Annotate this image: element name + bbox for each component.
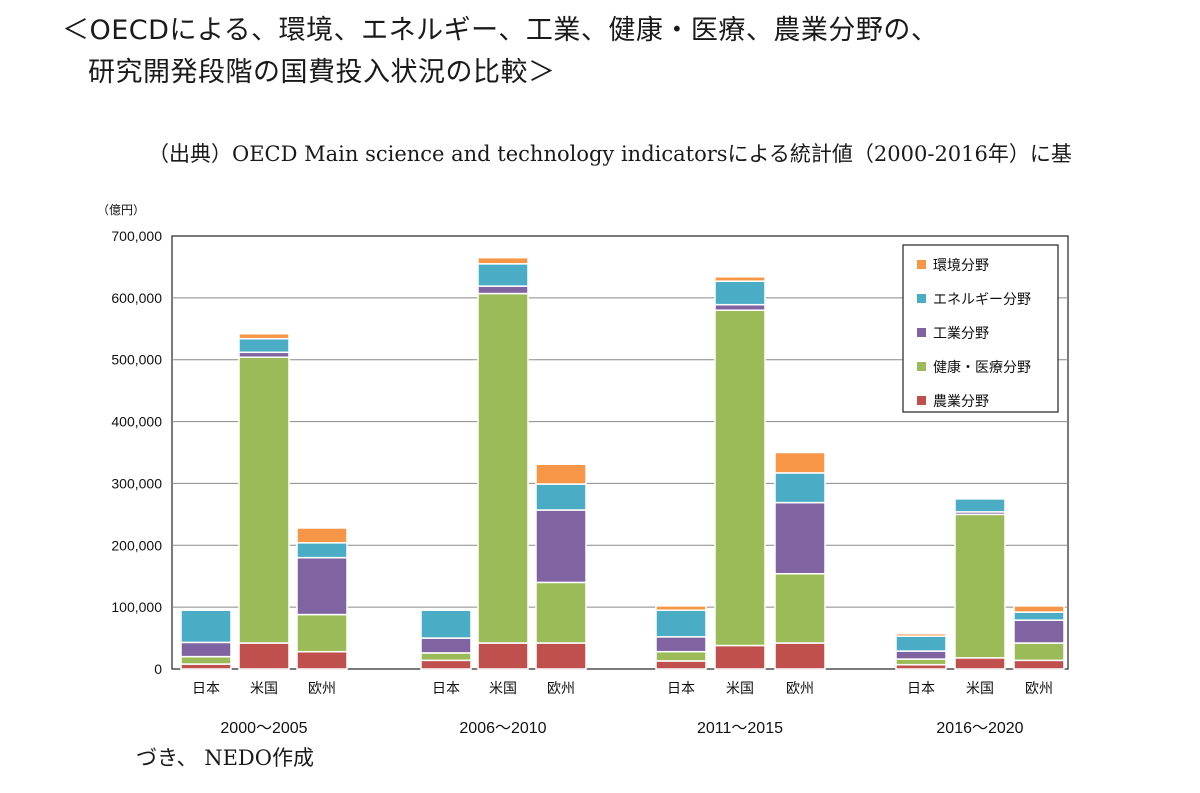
bar-segment-environment [296,527,348,544]
bar-segment-agriculture [714,644,766,670]
plot-area [171,235,1069,670]
y-axis-unit-label: （億円） [97,203,145,217]
y-tick-label: 200,000 [111,537,162,553]
x-category-label: 日本 [907,680,935,696]
bar-segment-health [774,572,826,644]
legend-label-industry: 工業分野 [933,325,989,341]
bar-segment-energy [477,263,529,287]
chart-title-line1: ＜OECDによる、環境、エネルギー、工業、健康・医療、農業分野の、 [62,15,939,46]
x-group-label: 2000～2005 [220,720,307,737]
bar-segment-energy [296,542,348,559]
y-tick-label: 700,000 [111,228,162,244]
y-tick-label: 300,000 [111,475,162,491]
x-category-label: 欧州 [1025,680,1053,696]
y-tick-label: 400,000 [111,414,162,430]
bar-segment-environment [714,276,766,282]
bar-segment-agriculture [774,642,826,670]
bar-segment-energy [535,483,587,511]
x-category-label: 欧州 [547,680,575,696]
bar-segment-environment [774,451,826,474]
x-category-label: 日本 [667,680,695,696]
bar-segment-environment [477,256,529,265]
x-category-label: 欧州 [308,680,336,696]
x-group-label: 2016～2020 [936,720,1023,737]
chart-title-line2: 研究開発段階の国費投入状況の比較＞ [88,57,556,88]
bar-segment-energy [954,498,1006,513]
bar-segment-agriculture [655,660,707,670]
bar-segment-health [296,613,348,653]
bar-segment-environment [655,605,707,611]
bar-segment-environment [895,632,947,637]
bar-segment-industry [774,501,826,575]
y-tick-label: 600,000 [111,290,162,306]
x-category-label: 日本 [432,680,460,696]
bar-segment-health [238,356,290,644]
bar-segment-agriculture [296,650,348,670]
x-category-label: 米国 [726,680,754,696]
bar-segment-agriculture [954,657,1006,670]
bar-segment-agriculture [477,642,529,670]
x-category-label: 日本 [192,680,220,696]
bar-segment-health [954,513,1006,659]
bar-segment-industry [296,556,348,616]
x-category-label: 米国 [250,680,278,696]
x-group-label: 2006～2010 [459,720,546,737]
bar-segment-industry [420,637,472,654]
bar-segment-health [1013,642,1065,662]
bar-segment-agriculture [1013,659,1065,670]
bar-segment-industry [535,509,587,584]
legend-swatch-environment [917,260,926,269]
x-category-label: 米国 [489,680,517,696]
bar-segment-energy [714,280,766,306]
bar-segment-agriculture [238,642,290,670]
bar-segment-energy [655,609,707,638]
bar-segment-energy [895,635,947,652]
footer-note: づき、 NEDO作成 [136,746,314,770]
legend-swatch-industry [917,328,926,337]
bar-segment-industry [180,641,232,658]
bar-segment-health [895,658,947,666]
legend-label-environment: 環境分野 [933,257,989,273]
bar-segment-energy [420,609,472,639]
bar-segment-energy [1013,611,1065,621]
legend-swatch-health [917,362,926,371]
bar-segment-energy [238,337,290,354]
bar-segment-industry [655,636,707,653]
bar-segment-industry [714,303,766,311]
bar-segment-agriculture [535,642,587,670]
source-note: （出典）OECD Main science and technology ind… [148,142,1072,166]
legend-label-energy: エネルギー分野 [933,291,1031,307]
bar-segment-industry [477,285,529,295]
y-tick-label: 500,000 [111,352,162,368]
bar-segment-industry [895,650,947,660]
y-tick-label: 0 [154,661,162,677]
bar-segment-energy [180,609,232,644]
legend-label-health: 健康・医療分野 [933,359,1031,375]
x-category-label: 欧州 [786,680,814,696]
bar-segment-health [180,655,232,665]
bar-segment-health [535,581,587,644]
bar-segment-environment [535,463,587,485]
bar-segment-health [714,309,766,647]
legend-swatch-agriculture [917,396,926,405]
legend-label-agriculture: 農業分野 [933,393,989,409]
bar-segment-agriculture [420,659,472,670]
bar-segment-environment [238,332,290,340]
bar-segment-energy [774,472,826,504]
legend-swatch-energy [917,294,926,303]
bar-segment-health [655,650,707,662]
bar-segment-industry [1013,619,1065,644]
x-group-label: 2011～2015 [697,720,783,737]
legend-box [902,244,1059,413]
bar-segment-health [477,292,529,644]
bar-segment-environment [1013,605,1065,613]
x-category-label: 米国 [966,680,994,696]
bar-segment-health [420,652,472,662]
y-tick-label: 100,000 [111,599,162,615]
